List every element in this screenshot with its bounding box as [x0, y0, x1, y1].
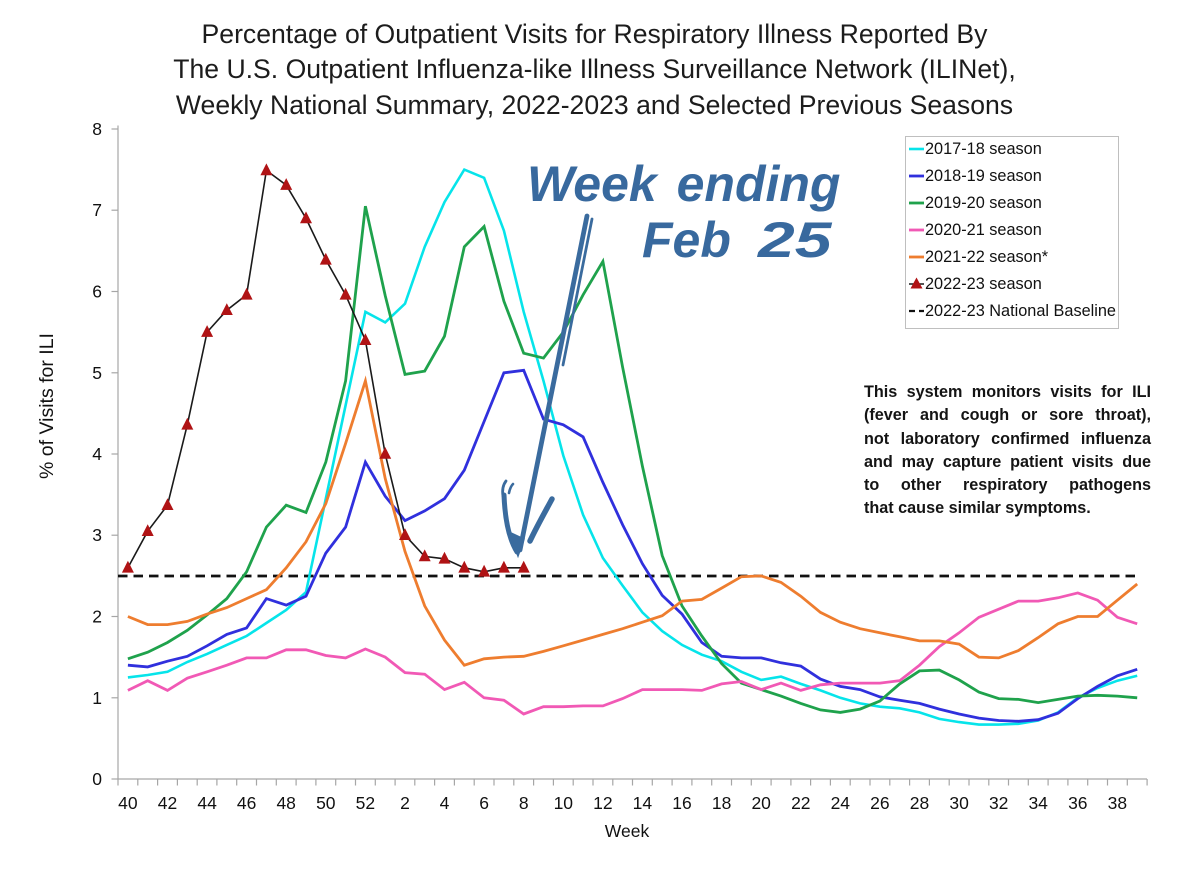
- svg-text:10: 10: [554, 793, 574, 813]
- svg-text:50: 50: [316, 793, 336, 813]
- svg-text:6: 6: [92, 282, 102, 302]
- svg-text:40: 40: [118, 793, 138, 813]
- svg-text:26: 26: [870, 793, 889, 813]
- svg-text:34: 34: [1028, 793, 1048, 813]
- svg-text:42: 42: [158, 793, 177, 813]
- svg-text:14: 14: [633, 793, 653, 813]
- svg-text:0: 0: [92, 769, 102, 789]
- svg-text:36: 36: [1068, 793, 1087, 813]
- svg-text:% of Visits for ILI: % of Visits for ILI: [36, 333, 58, 479]
- svg-text:12: 12: [593, 793, 612, 813]
- svg-text:52: 52: [356, 793, 375, 813]
- svg-text:8: 8: [92, 119, 102, 139]
- svg-text:32: 32: [989, 793, 1008, 813]
- svg-text:3: 3: [92, 525, 102, 545]
- svg-text:1: 1: [92, 688, 102, 708]
- svg-text:Week: Week: [605, 821, 650, 841]
- svg-text:7: 7: [92, 200, 102, 220]
- svg-text:16: 16: [672, 793, 691, 813]
- svg-text:2: 2: [400, 793, 410, 813]
- svg-text:48: 48: [276, 793, 295, 813]
- svg-text:4: 4: [92, 444, 102, 464]
- svg-text:4: 4: [440, 793, 450, 813]
- svg-text:22: 22: [791, 793, 810, 813]
- svg-text:6: 6: [479, 793, 489, 813]
- svg-text:46: 46: [237, 793, 256, 813]
- svg-text:38: 38: [1108, 793, 1127, 813]
- svg-text:24: 24: [831, 793, 851, 813]
- svg-text:44: 44: [197, 793, 217, 813]
- svg-text:30: 30: [949, 793, 969, 813]
- svg-text:28: 28: [910, 793, 929, 813]
- svg-text:18: 18: [712, 793, 731, 813]
- svg-text:8: 8: [519, 793, 529, 813]
- svg-text:5: 5: [92, 363, 102, 383]
- svg-text:2: 2: [92, 607, 102, 627]
- svg-text:20: 20: [751, 793, 771, 813]
